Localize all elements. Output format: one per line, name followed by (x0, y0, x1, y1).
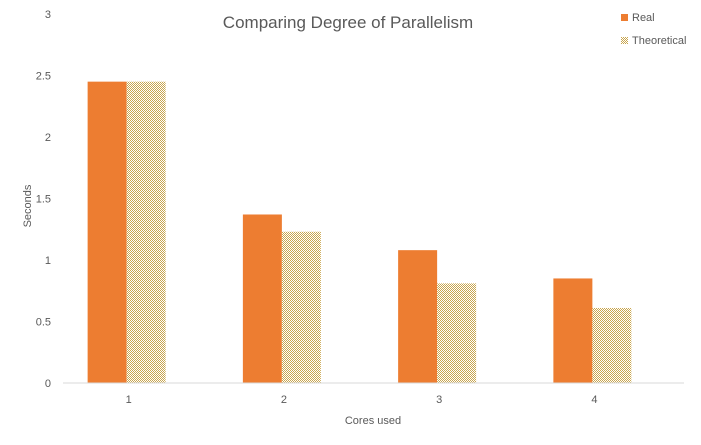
legend-label-real: Real (632, 12, 655, 24)
y-tick-label: 0 (45, 378, 51, 390)
y-tick-label: 1.5 (36, 194, 51, 206)
bar-real-2 (242, 214, 282, 383)
bar-theoretical-4 (592, 307, 632, 383)
bar-real-1 (87, 81, 127, 384)
y-tick-label: 2.5 (36, 71, 51, 83)
x-tick-label: 2 (281, 394, 287, 406)
bar-theoretical-3 (437, 283, 477, 383)
y-axis-label: Seconds (22, 184, 34, 227)
bar-theoretical-2 (281, 231, 321, 383)
legend-swatch-real (621, 14, 628, 21)
bar-theoretical-1 (126, 81, 166, 384)
x-tick-label: 4 (591, 394, 597, 406)
legend-label-theoretical: Theoretical (632, 35, 686, 47)
bar-real-4 (553, 278, 593, 383)
y-tick-label: 0.5 (36, 317, 51, 329)
x-axis-label: Cores used (345, 415, 401, 427)
y-tick-label: 2 (45, 132, 51, 144)
y-tick-label: 3 (45, 9, 51, 21)
x-tick-label: 1 (126, 394, 132, 406)
x-tick-label: 3 (436, 394, 442, 406)
bar-real-3 (398, 250, 438, 383)
legend-swatch-theoretical (621, 37, 628, 44)
legend: Real Theoretical (621, 12, 686, 47)
y-tick-label: 1 (45, 255, 51, 267)
chart-title: Comparing Degree of Parallelism (223, 13, 473, 32)
